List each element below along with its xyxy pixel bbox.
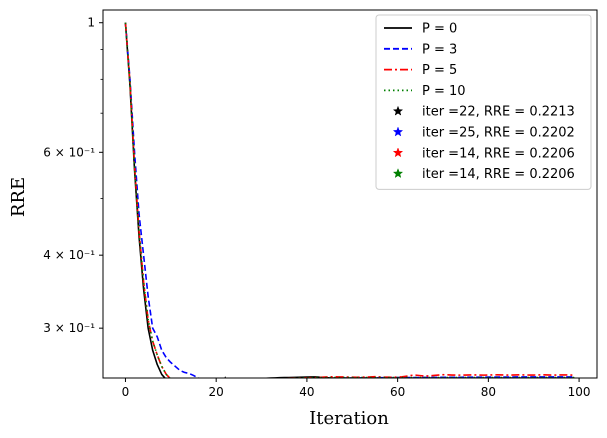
- axes-frame: [102, 9, 598, 379]
- series-line-p-3: [124, 22, 575, 378]
- legend-star-swatch: [392, 105, 404, 116]
- x-tick-label: 100: [568, 385, 591, 399]
- x-axis-label: Iteration: [309, 408, 389, 429]
- legend-label: P = 0: [422, 22, 457, 37]
- x-tick-label: 80: [481, 385, 496, 399]
- legend-label: P = 10: [422, 84, 466, 99]
- legend-box: [375, 14, 592, 190]
- x-tick-label: 60: [390, 385, 405, 399]
- y-tick-label: 3 × 10⁻¹: [43, 321, 95, 335]
- legend-star-swatch: [392, 126, 404, 137]
- legend-label: P = 3: [422, 42, 457, 57]
- series-line-p-5: [124, 22, 575, 378]
- legend-label: P = 5: [422, 63, 457, 78]
- y-tick-label: 6 × 10⁻¹: [43, 145, 95, 159]
- y-tick-label: 4 × 10⁻¹: [43, 248, 95, 262]
- x-tick-label: 40: [299, 385, 314, 399]
- x-tick-label: 20: [209, 385, 224, 399]
- legend: P = 0 P = 3 P = 5 P = 10 iter =22, RRE = 0.2…: [375, 14, 592, 190]
- legend-label: iter =25, RRE = 0.2202: [422, 126, 575, 141]
- legend-label: iter =22, RRE = 0.2213: [422, 105, 575, 120]
- legend-star-swatch: [392, 168, 404, 179]
- y-tick-label: 1: [87, 16, 95, 30]
- legend-star-swatch: [392, 147, 404, 158]
- legend-label: iter =14, RRE = 0.2206: [422, 146, 575, 161]
- y-axis-label: RRE: [8, 177, 29, 217]
- axes: 0 20 40 60 80 100 1 6 × 10⁻¹ 4 × 10⁻¹ 3 × 10⁻¹: [43, 9, 598, 399]
- x-tick-label: 0: [122, 385, 130, 399]
- legend-label: iter =14, RRE = 0.2206: [422, 167, 575, 182]
